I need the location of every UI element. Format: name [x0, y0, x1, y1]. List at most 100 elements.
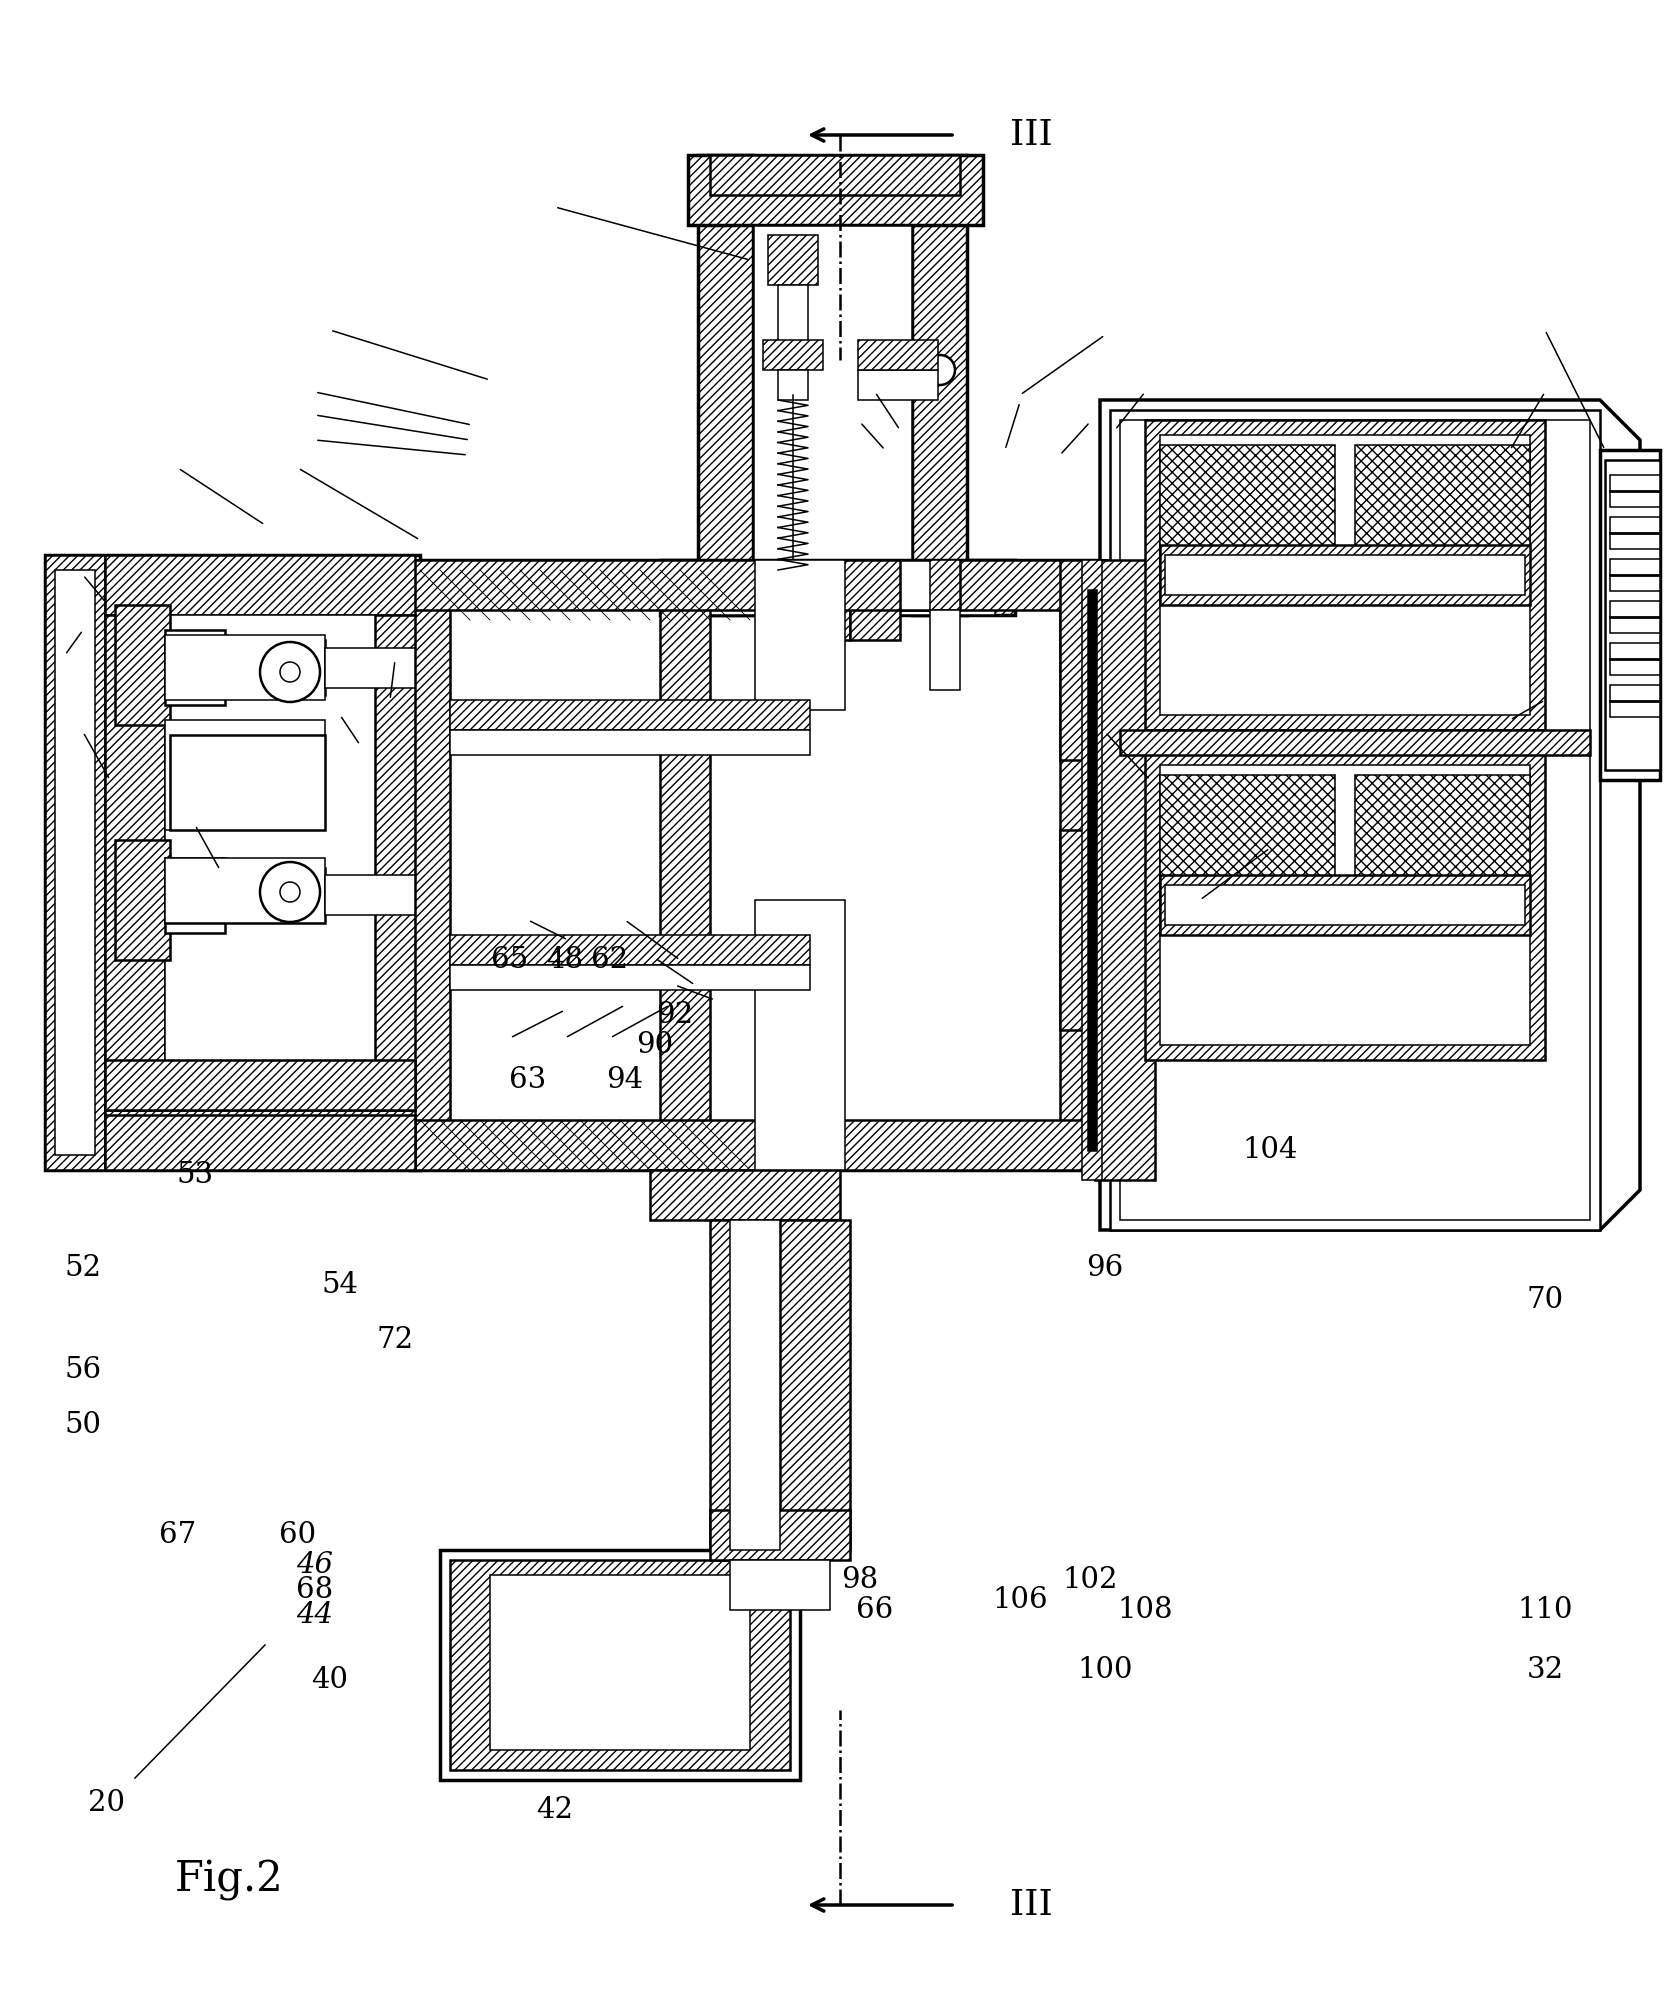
Bar	[1145, 420, 1544, 729]
Text: 60: 60	[280, 1520, 316, 1548]
Bar	[374, 615, 414, 1111]
Bar	[439, 1550, 799, 1780]
Bar	[1609, 643, 1659, 675]
Bar	[729, 1560, 829, 1610]
Bar	[449, 965, 809, 989]
Bar	[679, 575, 995, 615]
Bar	[105, 615, 165, 1111]
Bar	[1165, 885, 1524, 925]
Bar	[850, 559, 900, 639]
Bar	[857, 340, 937, 370]
Bar	[165, 615, 374, 1111]
Bar	[930, 609, 960, 689]
Bar	[1609, 559, 1659, 591]
Bar	[729, 1221, 779, 1550]
Bar	[409, 559, 1110, 609]
Bar	[649, 1171, 840, 1221]
Polygon shape	[1100, 400, 1639, 1231]
Bar	[697, 156, 752, 615]
Text: 53: 53	[176, 1161, 213, 1189]
Bar	[930, 559, 960, 609]
Bar	[709, 156, 960, 196]
Bar	[115, 605, 170, 725]
Text: 108: 108	[1117, 1596, 1171, 1624]
Text: III: III	[1010, 1888, 1052, 1922]
Bar	[1095, 559, 1155, 1181]
Bar	[1160, 446, 1335, 575]
Bar	[165, 867, 324, 923]
Bar	[1609, 685, 1659, 717]
Bar	[1609, 517, 1659, 549]
Text: 70: 70	[1526, 1287, 1562, 1315]
Bar	[1087, 589, 1095, 1151]
Bar	[165, 629, 225, 705]
Text: 54: 54	[321, 1271, 358, 1299]
Text: 90: 90	[636, 1031, 674, 1059]
Bar	[1354, 775, 1529, 905]
Bar	[1609, 476, 1659, 507]
Text: 44: 44	[296, 1600, 333, 1628]
Text: 100: 100	[1077, 1656, 1132, 1684]
Bar	[165, 635, 324, 699]
Bar	[1160, 875, 1529, 935]
Text: 104: 104	[1241, 1137, 1296, 1165]
Bar	[409, 559, 449, 1171]
Bar	[900, 559, 960, 609]
Bar	[1060, 829, 1100, 1031]
Bar	[659, 559, 709, 1171]
Bar	[165, 857, 225, 933]
Text: 62: 62	[591, 945, 629, 973]
Bar	[1165, 555, 1524, 595]
Text: 20: 20	[88, 1788, 125, 1816]
Bar	[1110, 410, 1599, 1231]
Circle shape	[925, 356, 955, 386]
Bar	[779, 575, 805, 599]
Bar	[115, 839, 170, 959]
Bar	[762, 340, 822, 370]
Bar	[1160, 775, 1335, 905]
Bar	[709, 1510, 850, 1560]
Polygon shape	[1599, 450, 1659, 779]
Bar	[687, 156, 982, 226]
Bar	[1120, 729, 1589, 755]
Text: 65: 65	[491, 945, 527, 973]
Bar	[409, 559, 1110, 1171]
Bar	[449, 699, 809, 729]
Text: 48: 48	[546, 945, 582, 973]
Bar	[105, 1111, 414, 1171]
Text: III: III	[1010, 118, 1052, 152]
Bar	[105, 1115, 414, 1171]
Bar	[1082, 559, 1102, 1181]
Text: 68: 68	[296, 1576, 333, 1604]
Text: 42: 42	[536, 1796, 572, 1824]
Bar	[857, 370, 937, 400]
Text: 102: 102	[1062, 1566, 1117, 1594]
Text: 50: 50	[65, 1411, 102, 1439]
Text: 110: 110	[1516, 1596, 1572, 1624]
Bar	[105, 1061, 414, 1111]
Bar	[1609, 601, 1659, 633]
Text: 32: 32	[1526, 1656, 1562, 1684]
Circle shape	[280, 881, 300, 901]
Bar	[659, 559, 1015, 615]
Text: 56: 56	[65, 1357, 102, 1385]
Text: 67: 67	[160, 1520, 196, 1548]
Bar	[105, 555, 414, 615]
Bar	[767, 236, 817, 286]
Bar	[449, 729, 809, 755]
Bar	[1060, 559, 1100, 759]
Text: 106: 106	[992, 1586, 1047, 1614]
Text: 52: 52	[65, 1255, 102, 1283]
Text: 66: 66	[855, 1596, 894, 1624]
Circle shape	[260, 861, 319, 921]
Bar	[1160, 765, 1529, 1045]
Circle shape	[280, 661, 300, 681]
Bar	[489, 1574, 749, 1750]
Circle shape	[260, 641, 319, 701]
Text: 98: 98	[840, 1566, 879, 1594]
Text: 92: 92	[656, 1001, 694, 1029]
Bar	[709, 1221, 779, 1550]
Text: Fig.2: Fig.2	[175, 1858, 283, 1900]
Bar	[777, 370, 807, 400]
Bar	[1145, 749, 1544, 1061]
